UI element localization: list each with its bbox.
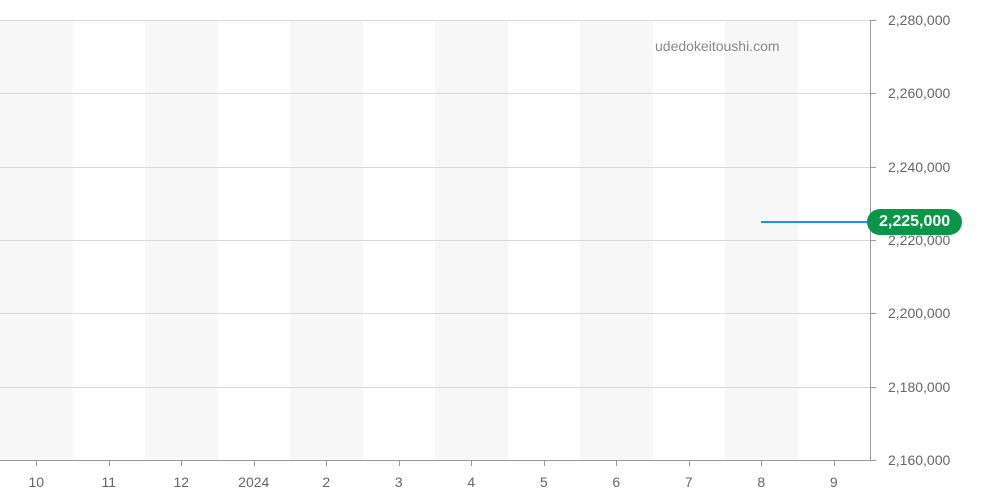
x-axis: 10 11 12 2024 2 3 4 5 6 7 8 9 — [0, 460, 870, 500]
y-tick-label: 2,180,000 — [888, 379, 950, 395]
price-line — [761, 221, 870, 223]
x-tick-label: 2 — [322, 474, 330, 490]
x-tick-mark — [181, 460, 182, 466]
y-tick-label: 2,240,000 — [888, 159, 950, 175]
y-tick-mark — [870, 313, 876, 314]
gridline-horizontal — [0, 167, 870, 168]
y-tick-mark — [870, 167, 876, 168]
watermark-text: udedokeitoushi.com — [655, 38, 780, 54]
x-tick-label: 7 — [685, 474, 693, 490]
x-tick-label: 2024 — [238, 474, 269, 490]
x-tick-label: 5 — [540, 474, 548, 490]
x-tick-label: 8 — [757, 474, 765, 490]
x-tick-mark — [109, 460, 110, 466]
y-tick-label: 2,160,000 — [888, 452, 950, 468]
current-value-badge: 2,225,000 — [867, 209, 962, 235]
x-tick-mark — [471, 460, 472, 466]
price-chart: 2,160,0002,180,0002,200,0002,220,0002,24… — [0, 0, 1000, 500]
y-tick-mark — [870, 93, 876, 94]
y-tick-label: 2,260,000 — [888, 85, 950, 101]
x-tick-mark — [616, 460, 617, 466]
x-tick-label: 11 — [101, 474, 116, 490]
x-tick-mark — [544, 460, 545, 466]
x-tick-mark — [36, 460, 37, 466]
x-tick-label: 4 — [467, 474, 475, 490]
gridline-horizontal — [0, 20, 870, 21]
y-tick-mark — [870, 460, 876, 461]
gridline-horizontal — [0, 93, 870, 94]
x-tick-mark — [254, 460, 255, 466]
x-axis-line — [0, 460, 870, 461]
x-tick-label: 6 — [612, 474, 620, 490]
y-tick-mark — [870, 240, 876, 241]
gridline-horizontal — [0, 387, 870, 388]
y-tick-mark — [870, 387, 876, 388]
plot-area — [0, 20, 870, 460]
x-tick-mark — [399, 460, 400, 466]
y-axis: 2,160,0002,180,0002,200,0002,220,0002,24… — [870, 20, 1000, 460]
x-tick-label: 12 — [173, 474, 189, 490]
x-tick-mark — [689, 460, 690, 466]
y-tick-label: 2,280,000 — [888, 12, 950, 28]
y-tick-label: 2,200,000 — [888, 305, 950, 321]
x-tick-mark — [326, 460, 327, 466]
y-tick-mark — [870, 20, 876, 21]
gridline-horizontal — [0, 313, 870, 314]
x-tick-mark — [761, 460, 762, 466]
x-tick-label: 9 — [830, 474, 838, 490]
x-tick-mark — [834, 460, 835, 466]
x-tick-label: 3 — [395, 474, 403, 490]
gridline-horizontal — [0, 240, 870, 241]
x-tick-label: 10 — [28, 474, 44, 490]
